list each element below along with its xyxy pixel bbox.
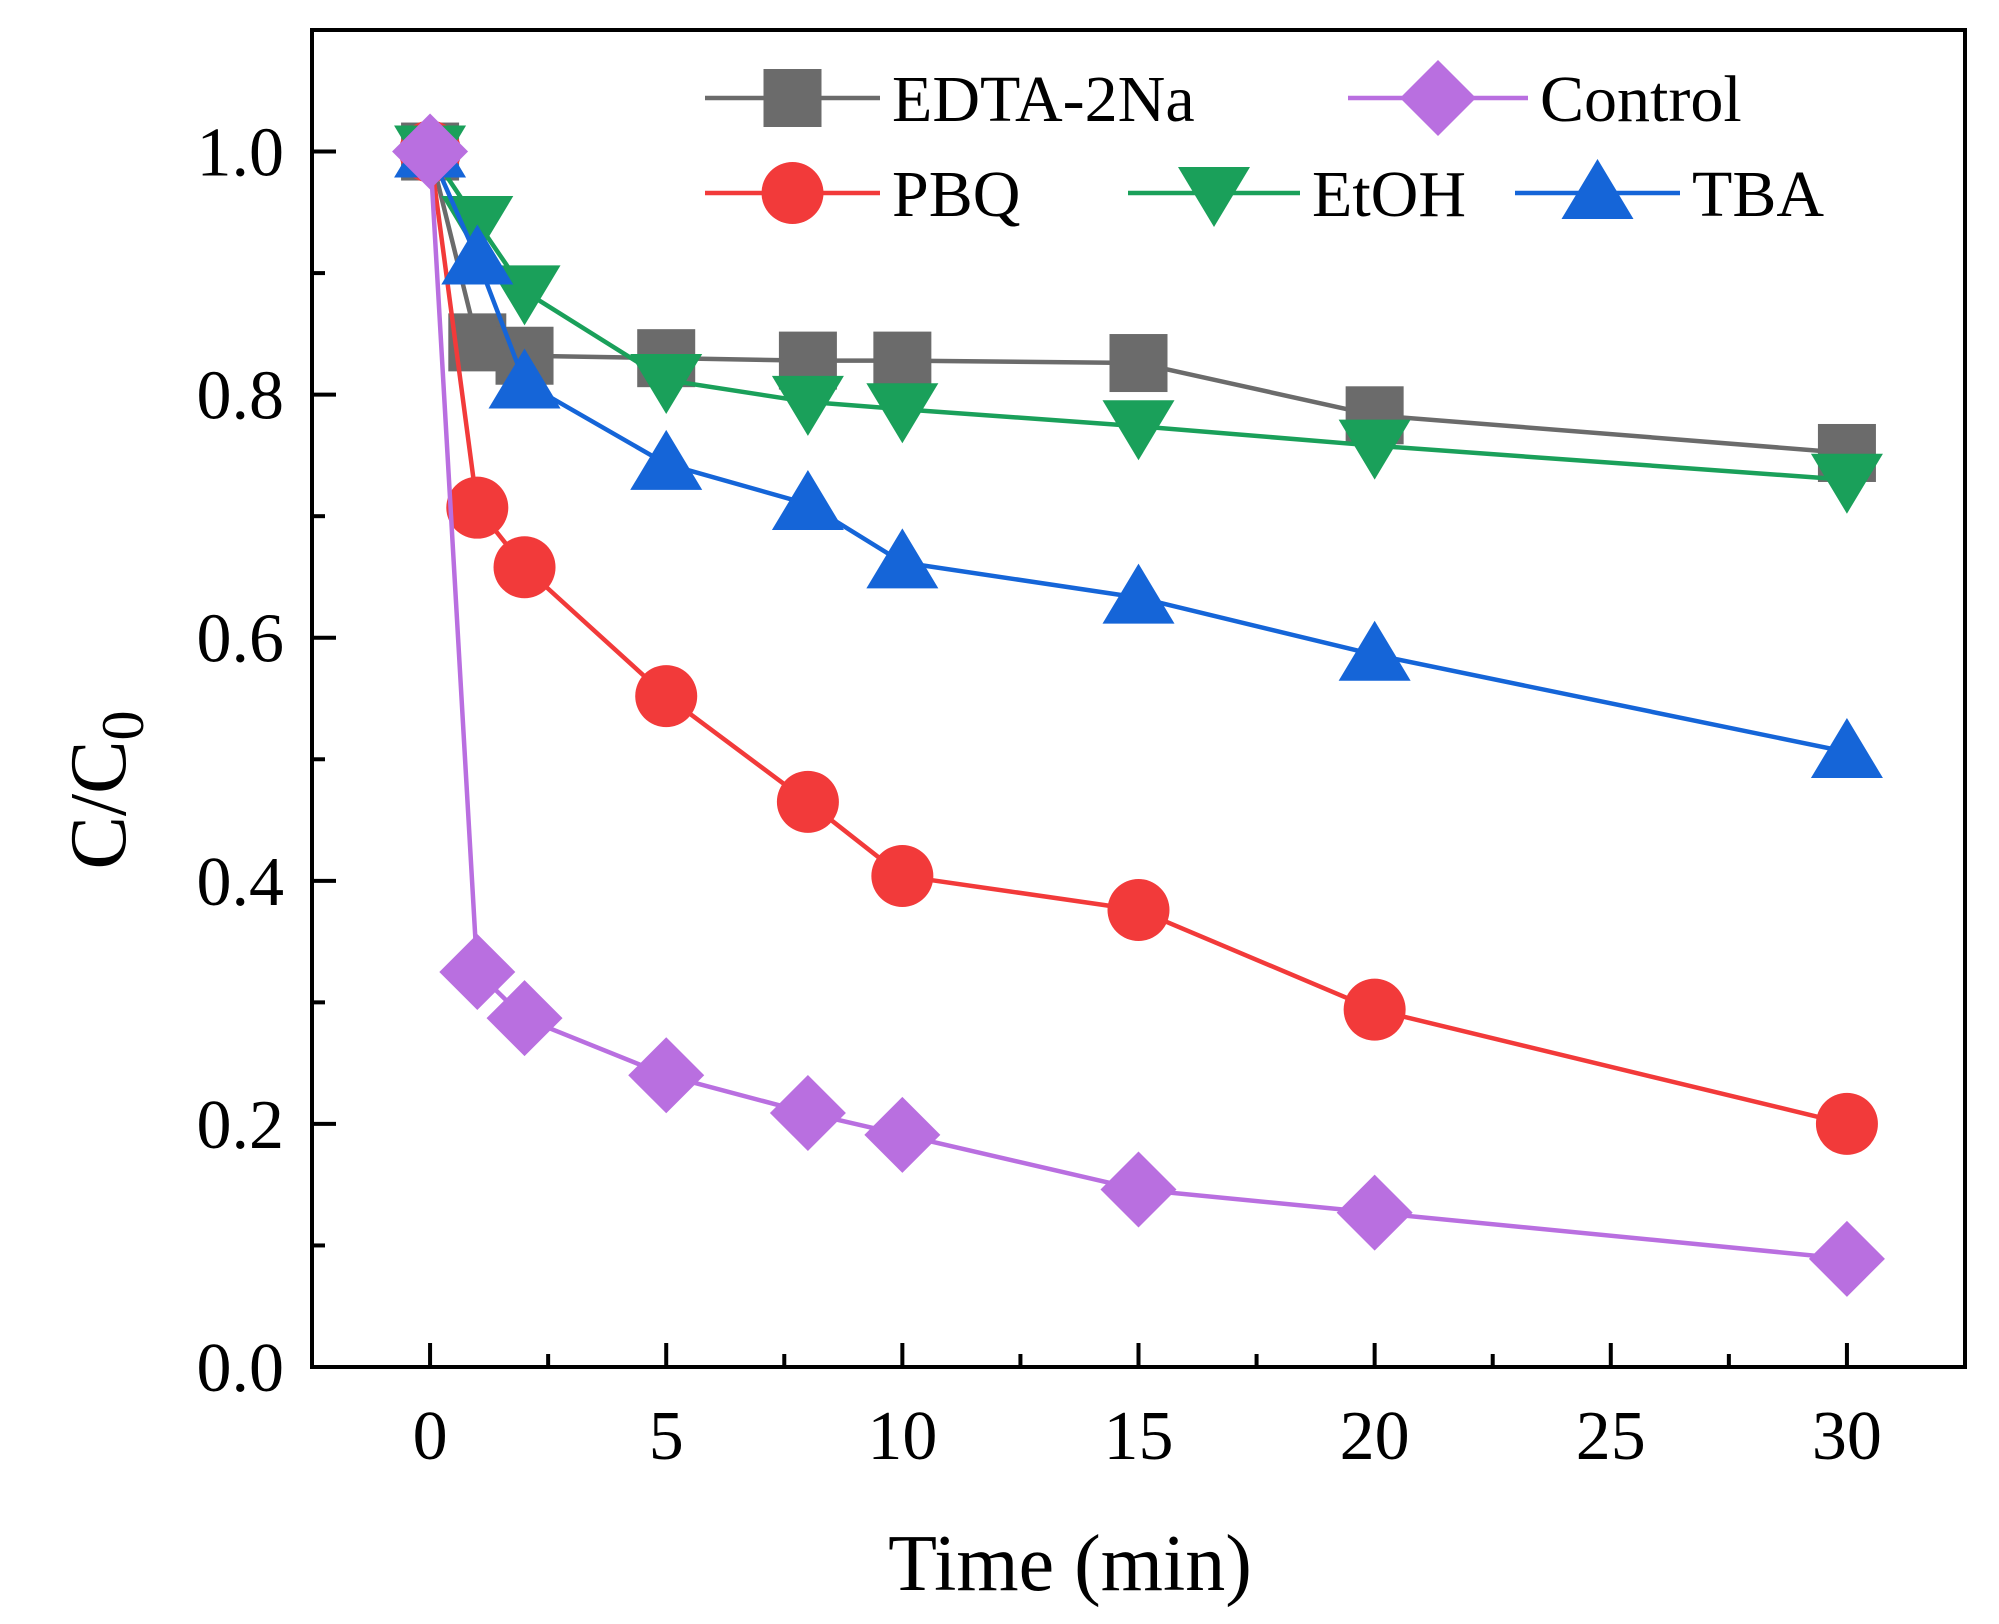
legend-marker-pbq bbox=[761, 162, 824, 224]
data-point-pbq bbox=[871, 844, 934, 907]
legend-label-tba: TBA bbox=[1692, 158, 1824, 231]
data-point-pbq bbox=[776, 770, 839, 833]
data-point-tba bbox=[771, 470, 844, 531]
x-tick-label: 30 bbox=[1812, 1398, 1882, 1475]
legend-entry-pbq: PBQ bbox=[705, 158, 1020, 231]
legend-entry-etoh: EtOH bbox=[1128, 158, 1466, 231]
data-point-control bbox=[1336, 1174, 1413, 1251]
data-point-control bbox=[486, 980, 563, 1057]
data-point-tba bbox=[488, 348, 561, 409]
axis-ticks: 0 5 10 15 20 25 30 0.0 0.2 0.4 0.6 0.8 1.0 bbox=[197, 28, 1882, 1475]
series-tba bbox=[394, 117, 1883, 778]
data-point-etoh bbox=[1102, 400, 1175, 461]
data-point-tba bbox=[1810, 717, 1883, 778]
data-point-etoh bbox=[630, 354, 703, 415]
legend-entry-tba: TBA bbox=[1515, 158, 1824, 231]
data-point-pbq bbox=[1815, 1092, 1878, 1155]
legend-marker-edta-2na bbox=[763, 69, 822, 127]
legend-marker-etoh bbox=[1178, 167, 1250, 227]
data-point-control bbox=[439, 933, 516, 1010]
y-tick-label: 0.2 bbox=[197, 1087, 285, 1164]
data-point-etoh bbox=[1338, 419, 1411, 480]
data-point-pbq bbox=[635, 665, 698, 728]
series-line-pbq bbox=[427, 151, 1848, 1127]
y-tick-label: 0.0 bbox=[197, 1330, 285, 1407]
data-point-pbq bbox=[1343, 978, 1406, 1041]
series-etoh bbox=[394, 125, 1883, 514]
x-tick-label: 5 bbox=[649, 1398, 684, 1475]
legend-marker-tba bbox=[1561, 159, 1634, 219]
data-point-control bbox=[1808, 1220, 1885, 1297]
data-point-control bbox=[1100, 1151, 1177, 1228]
x-tick-label: 10 bbox=[867, 1398, 937, 1475]
x-tick-label: 0 bbox=[413, 1398, 448, 1475]
x-tick-label: 15 bbox=[1104, 1398, 1174, 1475]
x-axis-title: Time (min) bbox=[888, 1520, 1252, 1608]
data-point-tba bbox=[866, 528, 939, 589]
data-point-control bbox=[769, 1074, 846, 1151]
y-tick-label: 1.0 bbox=[197, 115, 285, 192]
y-axis-title-sub: 0 bbox=[90, 711, 156, 741]
data-point-tba bbox=[441, 224, 514, 285]
data-point-tba bbox=[1338, 620, 1411, 681]
legend: EDTA-2Na Control PBQ EtOH TBA bbox=[705, 60, 1824, 231]
x-tick-label: 25 bbox=[1576, 1398, 1646, 1475]
y-tick-label: 0.4 bbox=[197, 844, 285, 921]
data-point-edta-2na bbox=[873, 331, 932, 390]
data-point-control bbox=[628, 1037, 705, 1114]
y-axis-title-main: C/C bbox=[55, 741, 143, 870]
series-pbq bbox=[399, 120, 1878, 1155]
data-point-pbq bbox=[446, 476, 509, 539]
data-point-pbq bbox=[493, 536, 556, 599]
series-layer bbox=[392, 113, 1885, 1297]
series-control bbox=[392, 113, 1885, 1297]
legend-label-edta-2na: EDTA-2Na bbox=[892, 63, 1195, 136]
legend-label-etoh: EtOH bbox=[1312, 158, 1466, 231]
data-point-control bbox=[864, 1096, 941, 1173]
data-point-edta-2na bbox=[1109, 334, 1168, 393]
y-axis-title: C/C0 bbox=[55, 711, 156, 870]
legend-label-pbq: PBQ bbox=[892, 158, 1020, 231]
data-point-control bbox=[392, 113, 469, 190]
data-point-pbq bbox=[1107, 878, 1170, 941]
data-point-tba bbox=[630, 429, 703, 490]
data-point-etoh bbox=[866, 383, 939, 444]
y-tick-label: 0.6 bbox=[197, 601, 285, 678]
legend-marker-control bbox=[1400, 60, 1476, 136]
x-tick-label: 20 bbox=[1340, 1398, 1410, 1475]
data-point-tba bbox=[1102, 563, 1175, 624]
data-point-etoh bbox=[771, 375, 844, 436]
y-tick-label: 0.8 bbox=[197, 358, 285, 435]
legend-entry-edta-2na: EDTA-2Na bbox=[705, 63, 1195, 136]
legend-label-control: Control bbox=[1540, 63, 1742, 136]
legend-entry-control: Control bbox=[1348, 60, 1742, 136]
data-point-etoh bbox=[1810, 453, 1883, 514]
